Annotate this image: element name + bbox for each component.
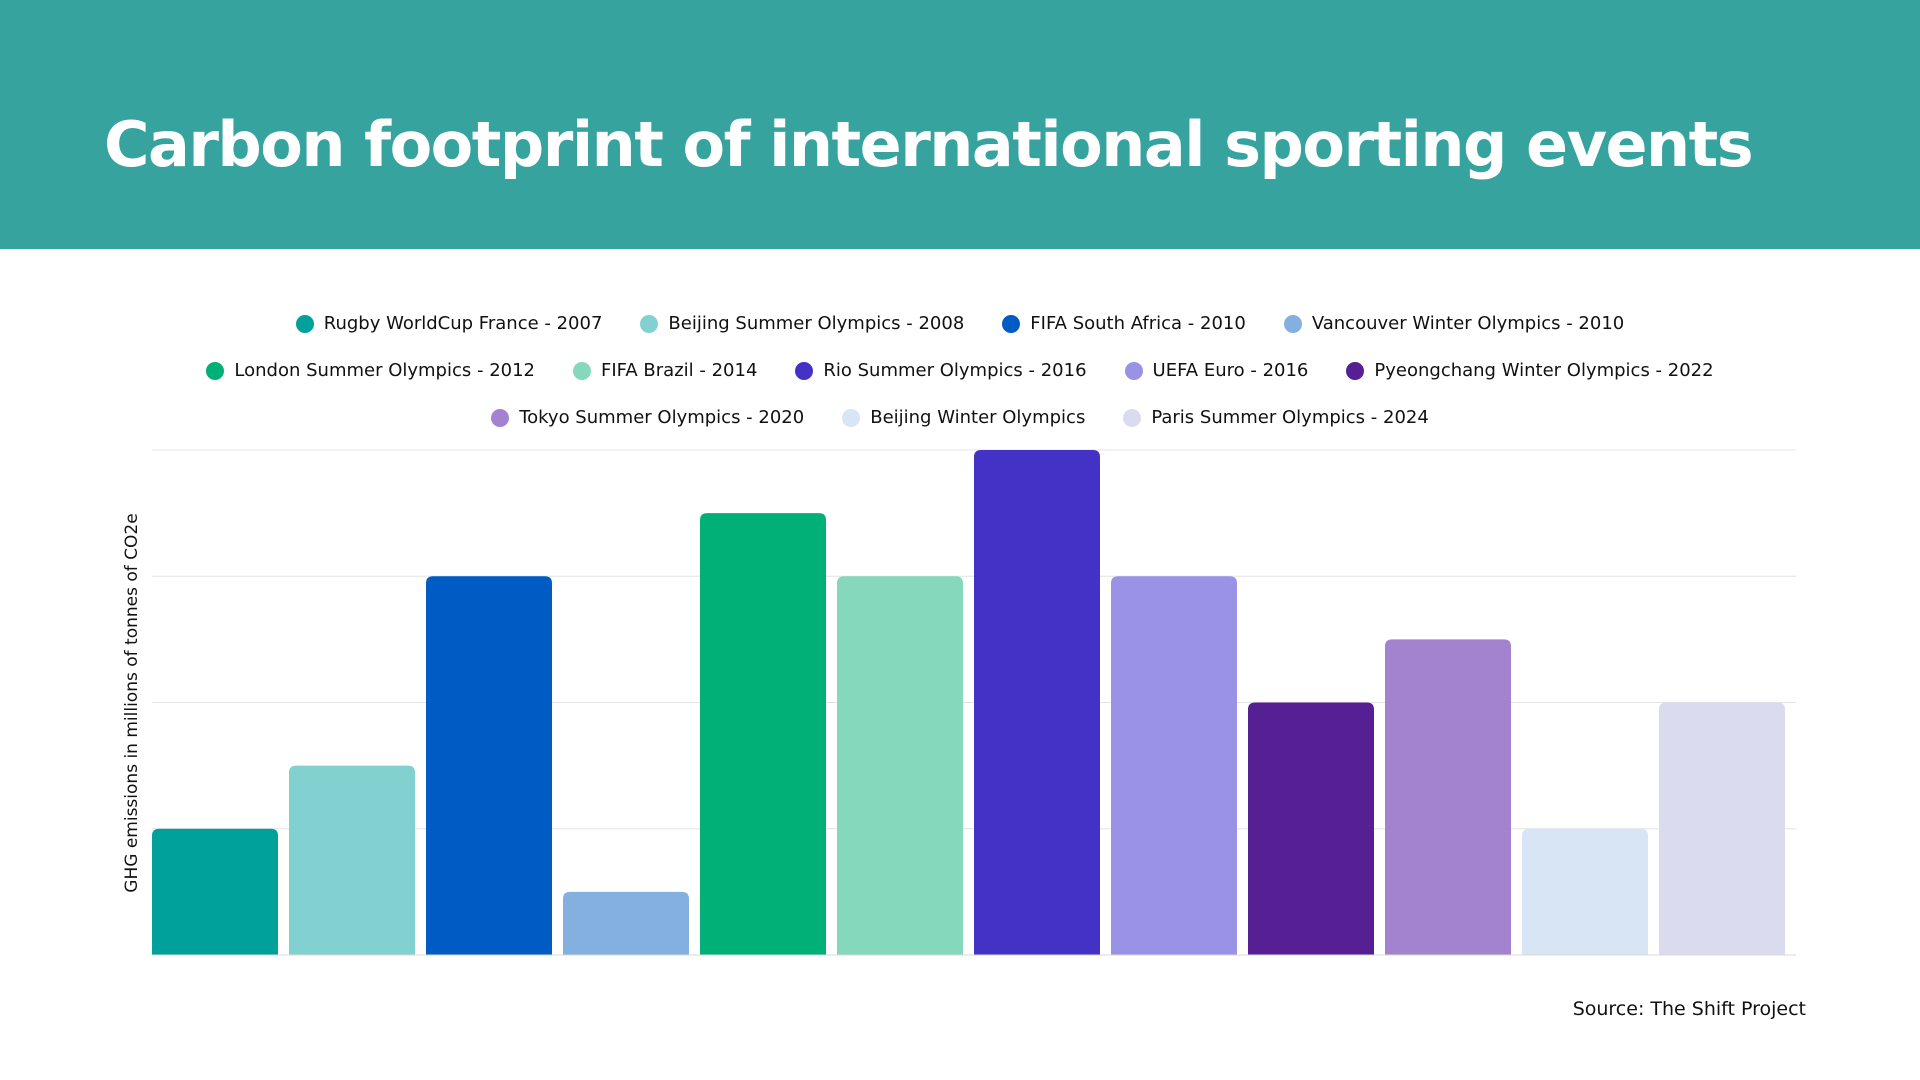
page-title: Carbon footprint of international sporti… <box>104 108 1754 181</box>
legend-swatch <box>206 361 225 380</box>
legend-label: Vancouver Winter Olympics - 2010 <box>1311 313 1625 334</box>
legend-item: Vancouver Winter Olympics - 2010 <box>1283 313 1625 334</box>
bar-6 <box>974 450 1100 955</box>
legend-label: UEFA Euro - 2016 <box>1152 360 1309 381</box>
legend-swatch <box>842 408 861 427</box>
legend-item: Beijing Summer Olympics - 2008 <box>640 313 964 334</box>
bar-series <box>152 450 1785 955</box>
legend-label: Beijing Winter Olympics <box>870 407 1086 428</box>
legend-swatch <box>295 314 314 333</box>
legend-swatch <box>1123 408 1142 427</box>
bar-3 <box>563 891 689 955</box>
bar-9 <box>1385 639 1511 955</box>
legend-row: London Summer Olympics - 2012 FIFA Brazil… <box>0 347 1920 394</box>
legend-swatch <box>1124 361 1143 380</box>
y-axis-label: GHG emissions in millions of tonnes of C… <box>122 513 142 893</box>
bar-2 <box>426 576 552 955</box>
legend-label: FIFA South Africa - 2010 <box>1030 313 1246 334</box>
bar-8 <box>1248 702 1374 955</box>
legend-swatch <box>573 361 592 380</box>
legend-label: London Summer Olympics - 2012 <box>234 360 536 381</box>
legend-row: Rugby WorldCup France - 2007 Beijing Summ… <box>0 300 1920 347</box>
legend-item: Paris Summer Olympics - 2024 <box>1123 407 1429 428</box>
legend-label: Paris Summer Olympics - 2024 <box>1151 407 1429 428</box>
chart-legend: Rugby WorldCup France - 2007 Beijing Summ… <box>0 300 1920 441</box>
legend-item: Pyeongchang Winter Olympics - 2022 <box>1346 360 1714 381</box>
bar-11 <box>1659 702 1785 955</box>
legend-swatch <box>1283 314 1302 333</box>
legend-item: UEFA Euro - 2016 <box>1124 360 1309 381</box>
legend-item: FIFA South Africa - 2010 <box>1002 313 1246 334</box>
legend-label: Pyeongchang Winter Olympics - 2022 <box>1374 360 1714 381</box>
bar-10 <box>1522 828 1648 955</box>
source-note: Source: The Shift Project <box>1572 998 1806 1020</box>
legend-item: Rugby WorldCup France - 2007 <box>295 313 603 334</box>
legend-item: FIFA Brazil - 2014 <box>573 360 757 381</box>
legend-label: Rio Summer Olympics - 2016 <box>823 360 1087 381</box>
legend-label: FIFA Brazil - 2014 <box>601 360 758 381</box>
bar-1 <box>289 765 415 955</box>
legend-item: Tokyo Summer Olympics - 2020 <box>491 407 804 428</box>
legend-item: Rio Summer Olympics - 2016 <box>795 360 1087 381</box>
legend-item: London Summer Olympics - 2012 <box>206 360 535 381</box>
legend-label: Beijing Summer Olympics - 2008 <box>668 313 965 334</box>
bar-4 <box>700 513 826 955</box>
legend-swatch <box>491 408 510 427</box>
header-banner: Carbon footprint of international sporti… <box>0 0 1920 249</box>
bar-0 <box>152 828 278 955</box>
legend-swatch <box>1002 314 1021 333</box>
legend-swatch <box>795 361 814 380</box>
legend-label: Rugby WorldCup France - 2007 <box>323 313 603 334</box>
legend-swatch <box>640 314 659 333</box>
legend-row: Tokyo Summer Olympics - 2020 Beijing Wint… <box>0 394 1920 441</box>
legend-label: Tokyo Summer Olympics - 2020 <box>519 407 805 428</box>
legend-swatch <box>1346 361 1365 380</box>
legend-item: Beijing Winter Olympics <box>842 407 1085 428</box>
bar-7 <box>1111 576 1237 955</box>
bar-5 <box>837 576 963 955</box>
